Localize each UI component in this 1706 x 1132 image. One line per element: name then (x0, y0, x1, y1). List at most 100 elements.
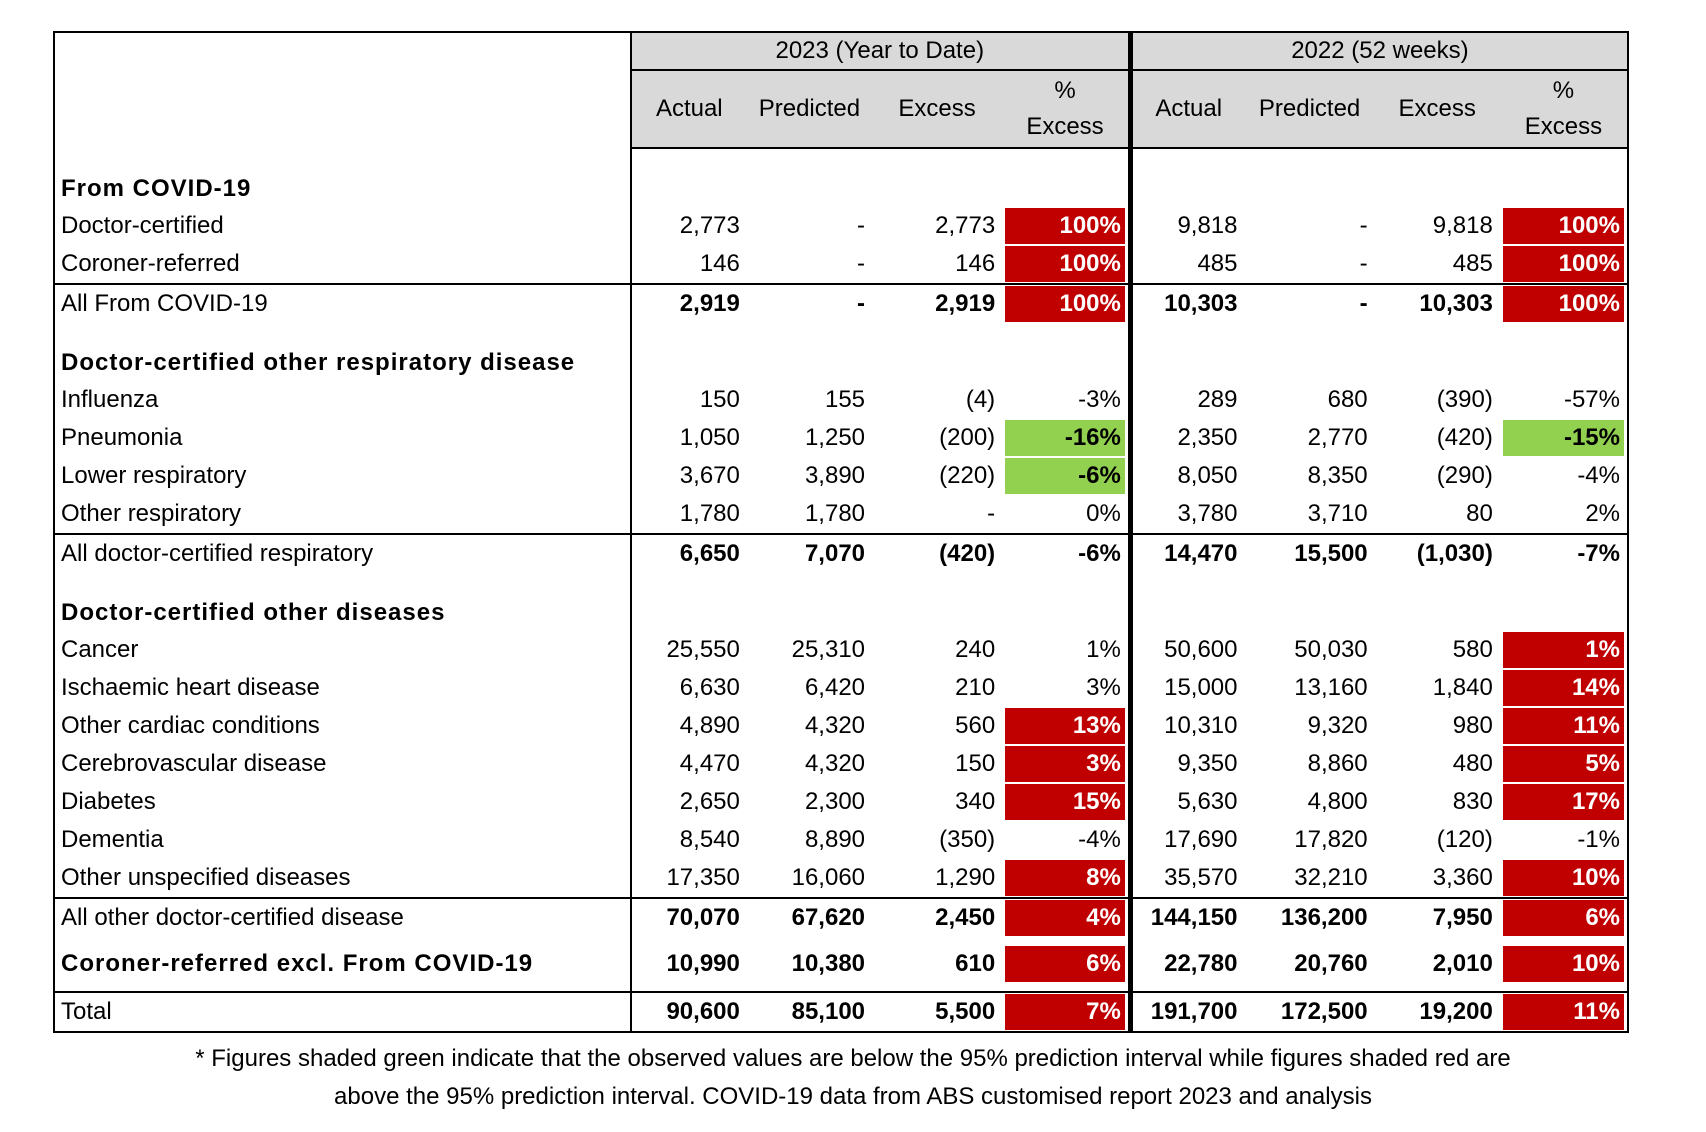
cell: 6% (1002, 937, 1130, 992)
cell: 1,840 (1375, 669, 1500, 707)
table-row: Pneumonia 1,050 1,250 (200) -16% 2,350 2,770 (4… (54, 419, 1628, 457)
cell: 4,320 (747, 707, 872, 745)
table-row: Coroner-referred excl. From COVID-19 10,9… (54, 937, 1628, 992)
cell-value: 35,570 (1164, 864, 1238, 891)
cell-value: 1,780 (804, 500, 866, 527)
cell-value: -16% (1005, 420, 1125, 456)
cell-value: 1,290 (935, 864, 996, 891)
cell: 0% (1002, 495, 1130, 534)
cell (631, 573, 747, 631)
cell: 8,860 (1245, 745, 1375, 783)
cell: 8,890 (747, 821, 872, 859)
row-label: Influenza (54, 381, 632, 419)
table-row: Lower respiratory 3,670 3,890 (220) -6% 8,050… (54, 457, 1628, 495)
cell (1500, 323, 1628, 381)
cell: 13,160 (1245, 669, 1375, 707)
cell (1375, 573, 1500, 631)
cell-value: 136,200 (1280, 904, 1368, 931)
cell: 210 (872, 669, 1002, 707)
column-header: Excess (872, 70, 1003, 149)
row-label: Pneumonia (54, 419, 632, 457)
cell: 6,420 (747, 669, 872, 707)
cell-value: 2,919 (935, 290, 996, 317)
cell-value: 10% (1502, 860, 1624, 896)
cell: 2,300 (747, 783, 872, 821)
cell: 485 (1375, 245, 1500, 284)
cell-value: 10,380 (791, 950, 866, 977)
header-row: Actual Predicted Excess% Excess Actual Predi… (54, 70, 1628, 149)
cell-value: 340 (955, 788, 996, 815)
cell-value: 25,310 (791, 636, 866, 663)
cell (872, 148, 1002, 207)
cell-value: 10,303 (1419, 290, 1493, 317)
cell-value: 14% (1502, 670, 1624, 706)
cell: 289 (1127, 381, 1245, 419)
row-label: Coroner-referred (54, 245, 632, 284)
mortality-table: 2023 (Year to Date) 2022 (52 weeks) Actual… (53, 31, 1629, 1033)
cell: 50,600 (1127, 631, 1245, 669)
cell: 35,570 (1127, 859, 1245, 898)
cell (1375, 323, 1500, 381)
cell: -57% (1500, 381, 1628, 419)
cell-value: 70,070 (666, 904, 740, 931)
cell: 3,360 (1375, 859, 1500, 898)
cell: 10,310 (1127, 707, 1245, 745)
cell: 2,650 (631, 783, 747, 821)
cell: 4,800 (1245, 783, 1375, 821)
cell: 172,500 (1244, 991, 1375, 1032)
cell: 5% (1500, 745, 1628, 783)
cell: 8% (1002, 859, 1130, 898)
cell-value: 2,773 (679, 212, 740, 239)
cell: 2,919 (872, 283, 1003, 323)
cell-value: 7,070 (804, 540, 866, 567)
row-label: Ischaemic heart disease (54, 669, 632, 707)
cell-value: 8,540 (679, 826, 740, 853)
cell (747, 573, 872, 631)
cell: -6% (1002, 533, 1131, 573)
cell: 9,818 (1127, 207, 1245, 245)
group-header: 2022 (52 weeks) (1127, 32, 1628, 71)
cell-value: 9,320 (1307, 712, 1368, 739)
table-row: Total 90,600 85,100 5,500 7% 191,700 172,500 19… (54, 991, 1628, 1032)
cell: 136,200 (1244, 897, 1375, 937)
cell-value: 11% (1502, 994, 1624, 1030)
cell-value: 6,630 (679, 674, 740, 701)
cell: 5,630 (1127, 783, 1245, 821)
cell: 830 (1375, 783, 1500, 821)
cell (872, 573, 1002, 631)
cell-value: (420) (1436, 424, 1493, 451)
cell-value: -6% (1005, 458, 1125, 494)
cell: -16% (1002, 419, 1130, 457)
row-label: Diabetes (54, 783, 632, 821)
cell: 2,770 (1245, 419, 1375, 457)
cell-value: 85,100 (791, 998, 866, 1025)
table-row: All other doctor-certified disease 70,070… (54, 897, 1628, 937)
cell: 3,670 (631, 457, 747, 495)
cell: 3,710 (1245, 495, 1375, 534)
cell: - (747, 207, 872, 245)
cell: 100% (1002, 245, 1130, 284)
cell-value: (290) (1436, 462, 1493, 489)
row-label: Other unspecified diseases (54, 859, 632, 898)
cell-value: 100% (1502, 286, 1624, 322)
cell-value: 6,420 (804, 674, 866, 701)
cell (872, 323, 1002, 381)
cell: 19,200 (1374, 991, 1500, 1032)
cell-value: 100% (1005, 208, 1125, 244)
cell-value: 8,860 (1307, 750, 1368, 777)
cell-value: 2,770 (1307, 424, 1368, 451)
cell-value: 10,303 (1164, 290, 1238, 317)
cell: (350) (872, 821, 1002, 859)
cell-value: 485 (1452, 250, 1493, 277)
cell: 10,990 (631, 937, 747, 992)
row-label: All other doctor-certified disease (54, 897, 632, 937)
cell: 150 (872, 745, 1002, 783)
row-label: Doctor-certified (54, 207, 632, 245)
table-row: Coroner-referred 146 - 146 100% 485 - 485 100% (54, 245, 1628, 284)
cell: -6% (1002, 457, 1130, 495)
cell-value: 1,250 (804, 424, 866, 451)
cell: -3% (1002, 381, 1130, 419)
cell-value: 67,620 (791, 904, 866, 931)
row-label: Other respiratory (54, 495, 632, 534)
